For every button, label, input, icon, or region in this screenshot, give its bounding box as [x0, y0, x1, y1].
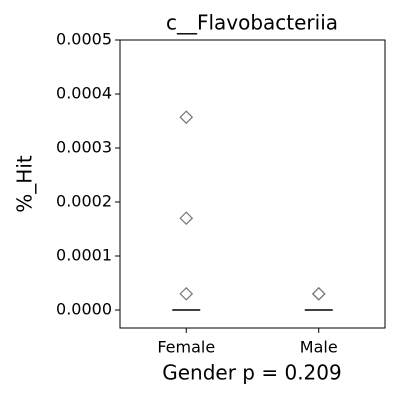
x-tick-label: Female — [157, 338, 215, 357]
data-point — [311, 286, 326, 301]
data-point — [311, 286, 326, 301]
y-tick-label: 0.0002 — [56, 192, 112, 211]
data-point — [179, 286, 194, 301]
plot-frame — [119, 39, 386, 329]
chart-title: c__Flavobacteriia — [166, 11, 338, 35]
y-tick-label: 0.0005 — [56, 30, 112, 49]
data-point — [179, 110, 194, 125]
y-tick-label: 0.0000 — [56, 300, 112, 319]
y-tick-label: 0.0001 — [56, 246, 112, 265]
y-tick-label: 0.0004 — [56, 84, 112, 103]
y-tick-label: 0.0003 — [56, 138, 112, 157]
y-axis-label: %_Hit — [13, 155, 37, 213]
x-tick-label: Male — [300, 338, 338, 357]
x-axis-label: Gender p = 0.209 — [162, 361, 341, 385]
data-point — [179, 211, 194, 226]
